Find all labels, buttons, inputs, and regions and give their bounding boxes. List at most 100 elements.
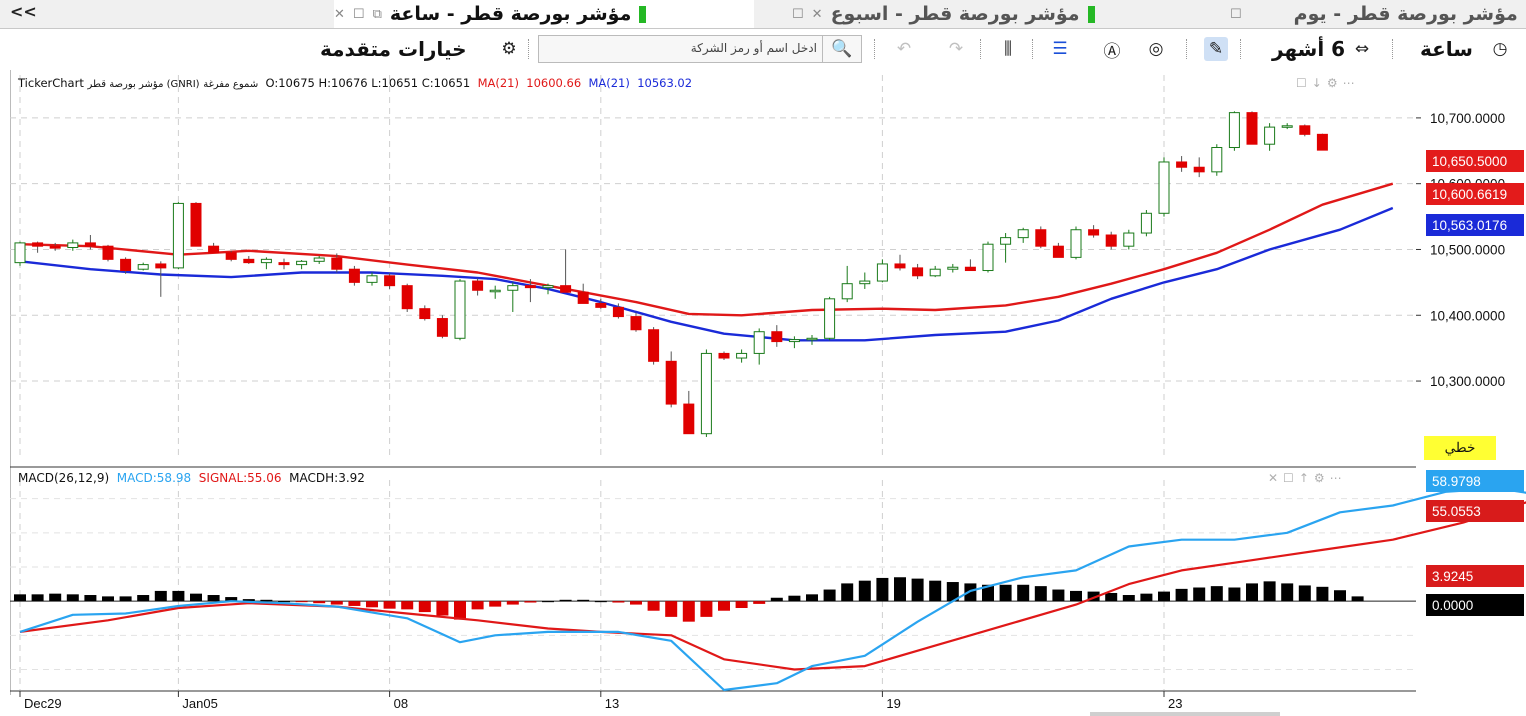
indicators-icon[interactable]: ◎ (1148, 39, 1164, 59)
tab-close-icon[interactable]: ✕ (811, 6, 823, 22)
price-tick-label: 10,300.0000 (1430, 374, 1505, 389)
tab-close-icon[interactable]: ✕ (334, 6, 345, 22)
macd-histogram-bar (154, 590, 167, 602)
candle-up (982, 243, 994, 272)
candle-up (841, 283, 853, 300)
macd-histogram-bar (1210, 586, 1223, 602)
candle-up (1228, 112, 1240, 148)
live-indicator-icon (1087, 5, 1095, 23)
candle-down (384, 275, 396, 287)
candle-down (472, 280, 484, 291)
candle-up (137, 264, 149, 270)
alerts-icon[interactable]: Ⓐ (1103, 41, 1121, 62)
macd-histogram-bar (330, 601, 343, 605)
time-tick-label: Dec29 (24, 696, 62, 711)
candle-down (102, 245, 114, 260)
interval-selector[interactable]: ساعة (1420, 35, 1473, 63)
depth-bars-icon[interactable]: ☰ (1052, 39, 1068, 59)
macd-pane-controls[interactable]: ✕☐↑⚙⋯ (1268, 471, 1347, 485)
redo-icon[interactable]: ↷ (948, 39, 964, 59)
candle-down (1052, 245, 1064, 258)
macd-histogram-bar (84, 595, 97, 602)
period-selector[interactable]: 6 أشهر (1272, 35, 1345, 63)
price-pane-controls[interactable]: ☐↓⚙⋯ (1296, 76, 1360, 90)
candle-down (912, 267, 924, 277)
macd-histogram-bar (1052, 589, 1065, 602)
macd-histogram-bar (489, 601, 502, 607)
candle-up (859, 280, 871, 285)
signal-tag: 55.0553 (1426, 500, 1524, 522)
tab-detach-icon[interactable]: ⧉ (372, 6, 382, 22)
macd-histogram-bar (1281, 583, 1294, 602)
macd-histogram-bar (383, 601, 396, 609)
macd-tag: 58.9798 (1426, 470, 1524, 492)
last-price-tag: 10,650.5000 (1426, 150, 1524, 172)
ohlc-label: O:10675 H:10676 L:10651 C:10651 (265, 76, 471, 90)
chart-type-candles-icon[interactable]: ⫼ (1004, 39, 1012, 59)
hist-value: MACDH:3.92 (289, 471, 365, 485)
macd-histogram-bar (982, 584, 994, 602)
macd-value: MACD:58.98 (116, 471, 192, 485)
candle-up (172, 202, 184, 269)
interval-label: ساعة (1420, 37, 1473, 61)
hist-tag: 3.9245 (1426, 565, 1524, 587)
tab-title: مؤشر بورصة قطر - ساعة (389, 3, 632, 25)
zero-tag-text: 0.0000 (1432, 597, 1474, 613)
price-tick-label: 10,700.0000 (1430, 111, 1505, 126)
plot-frame (10, 70, 1417, 695)
time-tick-label: 19 (886, 696, 900, 711)
advanced-options-button[interactable]: خيارات متقدمة (320, 35, 467, 63)
tab-maximize-icon[interactable]: ☐ (1230, 6, 1242, 22)
macd-histogram-bar (682, 601, 695, 622)
hist-tag-text: 3.9245 (1432, 568, 1474, 584)
tab-chart-hourly[interactable]: ✕ ☐ ⧉ مؤشر بورصة قطر - ساعة (334, 0, 754, 28)
candle-up (296, 260, 308, 266)
collapse-tabs-button[interactable]: << (10, 2, 37, 21)
ma-red-name: MA(21) (477, 76, 519, 90)
macd-pane-legend: MACD(26,12,9) MACD:58.98 SIGNAL:55.06 MA… (18, 471, 365, 485)
ma-blue-tag-text: 10,563.0176 (1432, 217, 1508, 233)
candle-up (736, 352, 748, 359)
candle-down (1035, 229, 1047, 247)
macd-histogram-bar (471, 601, 484, 610)
time-tick-label: 08 (394, 696, 408, 711)
search-icon[interactable]: 🔍 (822, 36, 861, 62)
tab-chart-daily[interactable]: ☐ مؤشر بورصة قطر - يوم (1224, 0, 1526, 28)
tab-chart-weekly[interactable]: ☐ ✕ مؤشر بورصة قطر - اسبوع (760, 0, 1220, 28)
candle-down (1299, 125, 1311, 135)
macd-histogram-bar (1105, 592, 1118, 602)
macd-histogram-bar (823, 589, 836, 602)
candle-down (683, 403, 695, 435)
search-placeholder: ادخل اسم أو رمز الشركة (690, 41, 817, 55)
macd-histogram-bar (577, 599, 590, 602)
macd-histogram-bar (278, 601, 290, 603)
toolbar-separator (528, 39, 530, 59)
tab-title: مؤشر بورصة قطر - يوم (1293, 3, 1518, 25)
macd-histogram-bar (1334, 590, 1346, 602)
price-tick-label: 10,400.0000 (1430, 308, 1505, 323)
macd-histogram-bar (858, 580, 871, 602)
undo-icon[interactable]: ↶ (896, 39, 912, 59)
horizontal-scrollbar[interactable] (1090, 712, 1280, 716)
ma-red-tag: 10,600.6619 (1426, 183, 1524, 205)
candle-up (507, 285, 519, 291)
macd-name: MACD(26,12,9) (18, 471, 110, 485)
tab-maximize-icon[interactable]: ☐ (352, 6, 365, 22)
chart-mode-badge[interactable]: خطي (1424, 436, 1496, 460)
candle-up (366, 275, 378, 283)
macd-histogram-bar (260, 599, 273, 602)
macd-histogram-bar (1351, 596, 1364, 602)
company-search-field[interactable]: ادخل اسم أو رمز الشركة 🔍 (538, 35, 862, 63)
price-tick-label: 10,500.0000 (1430, 242, 1505, 257)
gear-icon[interactable]: ⚙ (501, 39, 517, 59)
macd-histogram-bar (1316, 586, 1329, 602)
tab-maximize-icon[interactable]: ☐ (792, 6, 804, 22)
macd-histogram-bar (806, 594, 818, 602)
ma-blue-line (19, 206, 1394, 342)
drawing-tools-icon[interactable]: ✎ (1204, 37, 1228, 61)
candle-down (771, 331, 783, 343)
macd-histogram-bar (225, 597, 238, 602)
macd-histogram-bar (841, 583, 854, 602)
macd-histogram-bar (1140, 593, 1153, 602)
